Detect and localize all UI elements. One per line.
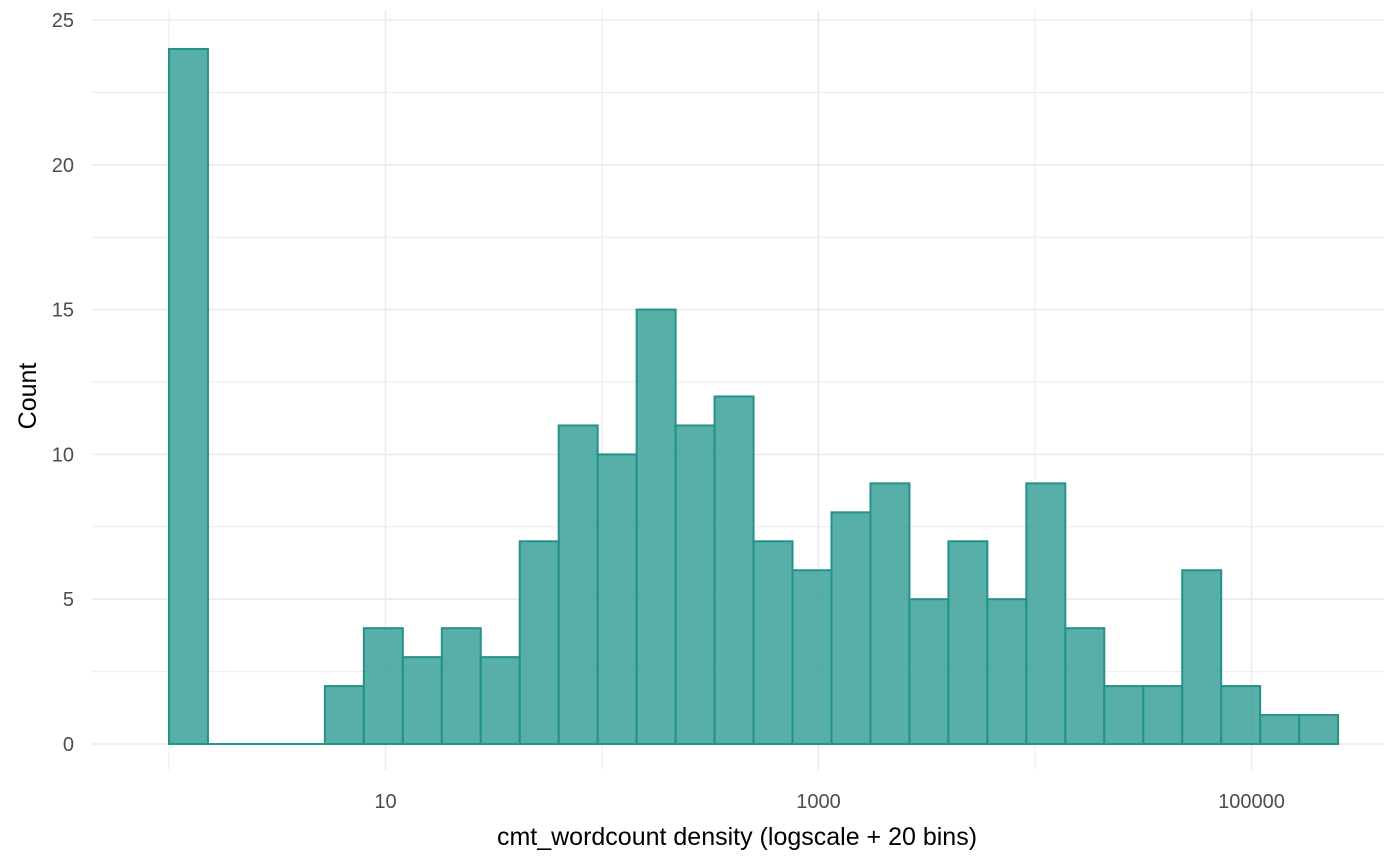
histogram-bar (362, 627, 404, 745)
x-axis-title: cmt_wordcount density (logscale + 20 bin… (497, 823, 977, 851)
y-tick-label: 15 (52, 300, 74, 322)
histogram-bar (168, 47, 209, 745)
histogram-bar (674, 424, 716, 745)
histogram-bar (518, 540, 560, 746)
histogram-bar (908, 598, 950, 746)
histogram-bar (596, 453, 638, 745)
histogram-bar (986, 598, 1028, 746)
y-axis-tick-labels: 0 5 10 15 20 25 (52, 10, 74, 756)
histogram-bar (1142, 685, 1184, 746)
histogram-bar (635, 308, 677, 745)
histogram-bars (168, 47, 1340, 746)
y-axis-title: Count (14, 363, 42, 430)
histogram-bar (1298, 714, 1340, 745)
histogram-bar (401, 656, 443, 745)
histogram-bar (1064, 627, 1106, 745)
histogram-bar (830, 511, 872, 745)
histogram-bar (440, 627, 482, 745)
histogram-bar (557, 424, 599, 745)
histogram-bar (791, 569, 833, 745)
y-tick-label: 25 (52, 10, 74, 32)
y-tick-label: 10 (52, 444, 74, 466)
histogram-bar (1103, 685, 1145, 746)
histogram-bar (1181, 569, 1223, 745)
histogram-bar (752, 540, 794, 746)
histogram-bar (1220, 685, 1262, 746)
x-tick-label: 10 (374, 791, 396, 813)
histogram-bar (323, 685, 365, 746)
histogram-bar (713, 395, 755, 745)
y-tick-label: 5 (63, 589, 74, 611)
histogram-bar (869, 482, 911, 745)
histogram-bar (1259, 714, 1301, 745)
x-tick-label: 100000 (1218, 791, 1285, 813)
x-tick-label: 1000 (796, 791, 841, 813)
x-axis-tick-labels: 10 1000 100000 (374, 791, 1285, 813)
y-tick-label: 20 (52, 155, 74, 177)
histogram-bar (1025, 482, 1067, 745)
histogram-bar (947, 540, 989, 746)
y-tick-label: 0 (63, 734, 74, 756)
histogram-bar (479, 656, 521, 745)
